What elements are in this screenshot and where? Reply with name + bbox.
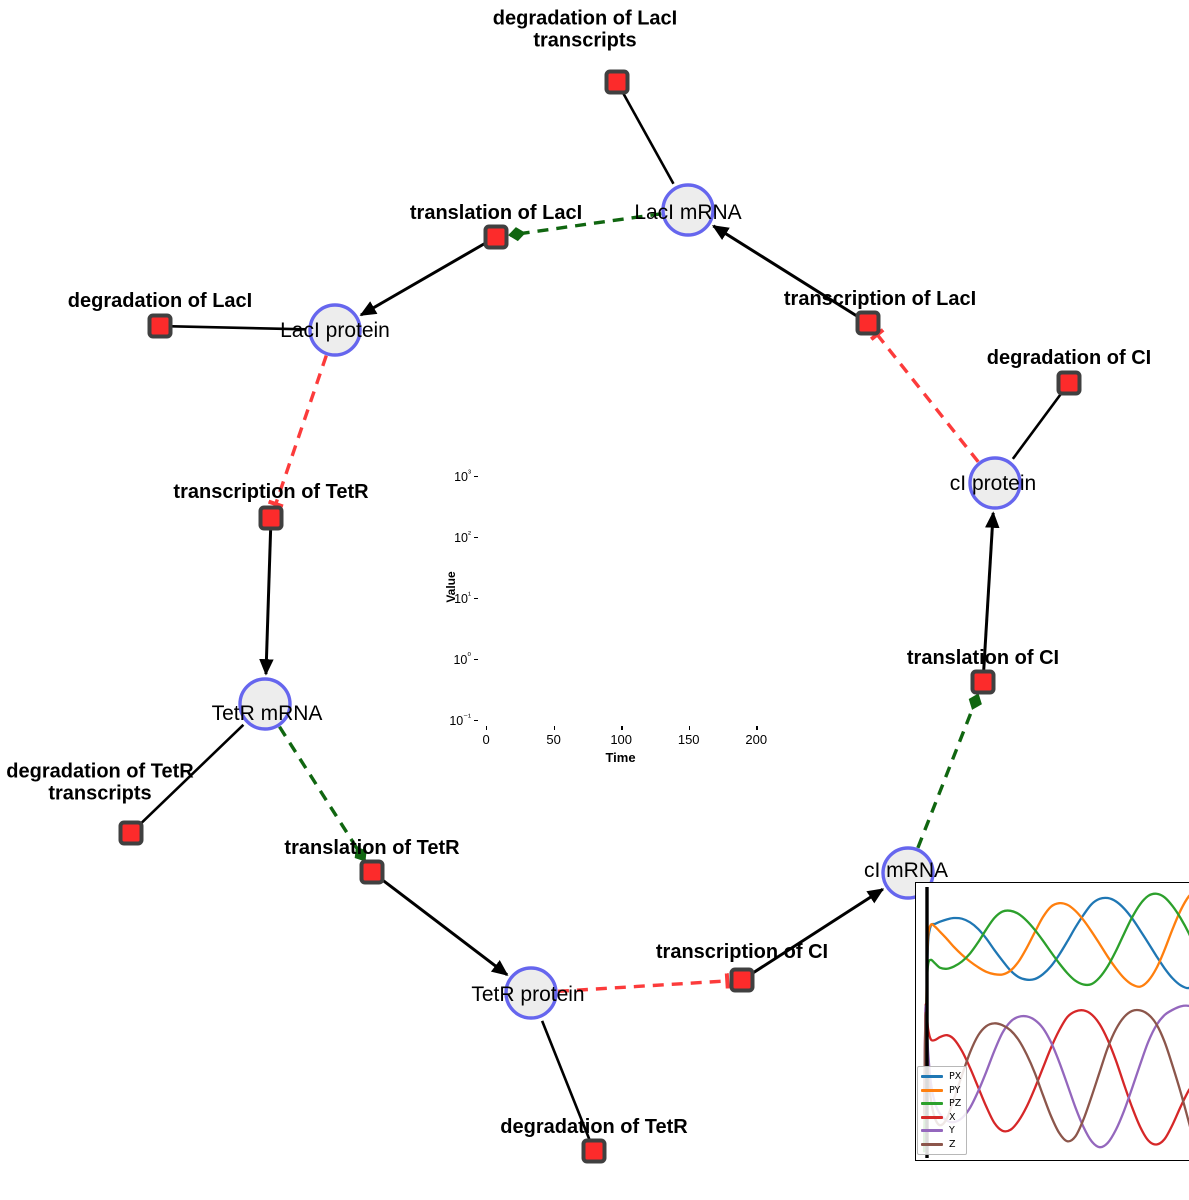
edge-modifier: [916, 693, 982, 849]
chart-ytick-mark-4: [474, 476, 478, 478]
legend-swatch-PY: [921, 1088, 943, 1092]
legend-label-PX: PX: [949, 1071, 962, 1083]
chart-ytick-4: 10³: [454, 468, 471, 485]
chart-y-axis-label: Value: [444, 570, 458, 603]
chart-xtick-mark-1: [553, 726, 556, 730]
chart-xtick-4: 200: [745, 732, 768, 747]
chart-legend: PX PY PZ X Y Z: [917, 1066, 968, 1155]
edge-modifier: [278, 725, 367, 862]
edge-plain: [171, 324, 306, 331]
chart-ytick-mark-1: [474, 659, 478, 661]
timecourse-chart: 10⁻¹ 10⁰ 10¹ 10² 10³ 0 50 100 150 200 Value Time…: [437, 435, 1189, 1161]
chart-series-X: [922, 1003, 1189, 1146]
chart-x-axis-label: Time: [605, 750, 636, 765]
species-node-tetr_mrna[interactable]: [238, 677, 292, 731]
chart-ytick-3: 10²: [454, 529, 471, 546]
species-node-ci_protein[interactable]: [968, 456, 1022, 510]
edge-inhibition: [869, 328, 980, 463]
edge-inhibition: [557, 973, 730, 994]
reaction-node-deg_ci[interactable]: [1056, 370, 1082, 396]
reaction-node-transcription_of_laci[interactable]: [855, 310, 881, 336]
chart-xtick-1: 50: [546, 732, 561, 747]
edge-plain: [621, 91, 675, 185]
chart-series-PZ: [922, 892, 1189, 1153]
edge-plain: [540, 1020, 591, 1141]
chart-series-PY: [922, 894, 1189, 1153]
legend-label-PY: PY: [949, 1084, 961, 1096]
chart-series-PX: [922, 896, 1189, 1153]
reaction-node-translation_of_laci[interactable]: [483, 224, 509, 250]
species-node-tetr_protein[interactable]: [504, 966, 558, 1020]
chart-ytick-mark-2: [474, 598, 478, 600]
edge-plain: [1011, 391, 1063, 460]
legend-swatch-X: [921, 1115, 943, 1119]
chart-xtick-mark-0: [486, 726, 488, 730]
legend-swatch-Z: [921, 1142, 943, 1146]
reaction-node-deg_tetr_transcripts[interactable]: [118, 820, 144, 846]
edge-product: [259, 529, 274, 676]
species-node-laci_protein[interactable]: [308, 303, 362, 357]
reaction-node-transcription_of_ci[interactable]: [729, 967, 755, 993]
legend-label-X: X: [949, 1111, 956, 1123]
reaction-node-transcription_of_tetr[interactable]: [258, 505, 284, 531]
legend-swatch-PZ: [921, 1102, 943, 1106]
chart-xtick-2: 100: [610, 732, 633, 747]
reaction-node-deg_laci[interactable]: [147, 313, 173, 339]
chart-xtick-mark-3: [688, 726, 691, 730]
legend-item-PZ: PZ: [921, 1097, 961, 1111]
edge-inhibition: [267, 355, 328, 509]
chart-ytick-1: 10⁰: [453, 651, 471, 668]
chart-xtick-mark-4: [756, 726, 758, 730]
legend-label-PZ: PZ: [949, 1098, 962, 1110]
legend-label-Y: Y: [949, 1125, 955, 1137]
legend-item-Z: Z: [921, 1138, 961, 1152]
legend-item-Y: Y: [921, 1124, 961, 1138]
legend-item-PY: PY: [921, 1084, 961, 1098]
legend-swatch-PX: [921, 1075, 943, 1079]
reaction-node-deg_tetr[interactable]: [581, 1138, 607, 1164]
edge-modifier: [508, 212, 662, 242]
edge-product: [380, 878, 509, 977]
edge-product: [712, 224, 859, 318]
legend-item-X: X: [921, 1111, 961, 1125]
edge-product: [751, 887, 885, 975]
chart-xtick-mark-2: [621, 726, 623, 730]
chart-ytick-2: 10¹: [454, 590, 471, 607]
legend-label-Z: Z: [949, 1138, 956, 1150]
edge-product: [982, 511, 1000, 671]
reaction-node-translation_of_ci[interactable]: [970, 669, 996, 695]
chart-ytick-0: 10⁻¹: [449, 712, 471, 729]
legend-item-PX: PX: [921, 1070, 961, 1084]
edge-plain: [138, 723, 245, 826]
chart-ytick-mark-3: [474, 537, 478, 539]
species-node-laci_mrna[interactable]: [661, 183, 715, 237]
reaction-node-deg_laci_transcripts[interactable]: [604, 69, 630, 95]
reaction-node-translation_of_tetr[interactable]: [359, 859, 385, 885]
edge-product: [359, 241, 487, 317]
chart-xtick-3: 150: [677, 732, 700, 747]
legend-swatch-Y: [921, 1129, 943, 1133]
chart-ytick-mark-0: [474, 720, 478, 722]
chart-xtick-0: 0: [482, 732, 490, 747]
